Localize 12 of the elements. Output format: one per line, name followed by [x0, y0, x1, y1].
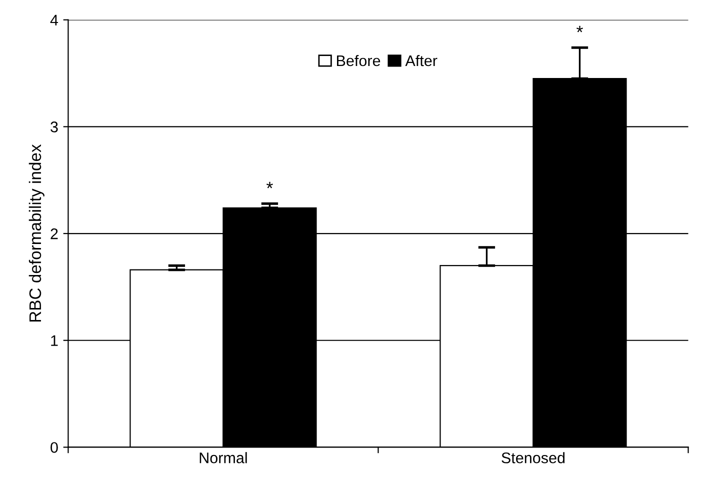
annotation: *: [266, 182, 273, 188]
x-tick-label: Stenosed: [502, 452, 565, 464]
y-tick-label: 0: [50, 442, 58, 453]
legend-label: Before: [337, 54, 380, 66]
annotation: *: [576, 26, 583, 32]
y-tick-label: 3: [50, 122, 58, 132]
y-tick-label: 2: [50, 228, 58, 240]
x-tick-label: Normal: [200, 452, 247, 464]
y-tick-label: 1: [51, 335, 58, 346]
legend-label: After: [405, 54, 438, 66]
y-axis-title: RBC deformability index: [28, 144, 44, 322]
y-tick-label: 4: [50, 14, 58, 26]
